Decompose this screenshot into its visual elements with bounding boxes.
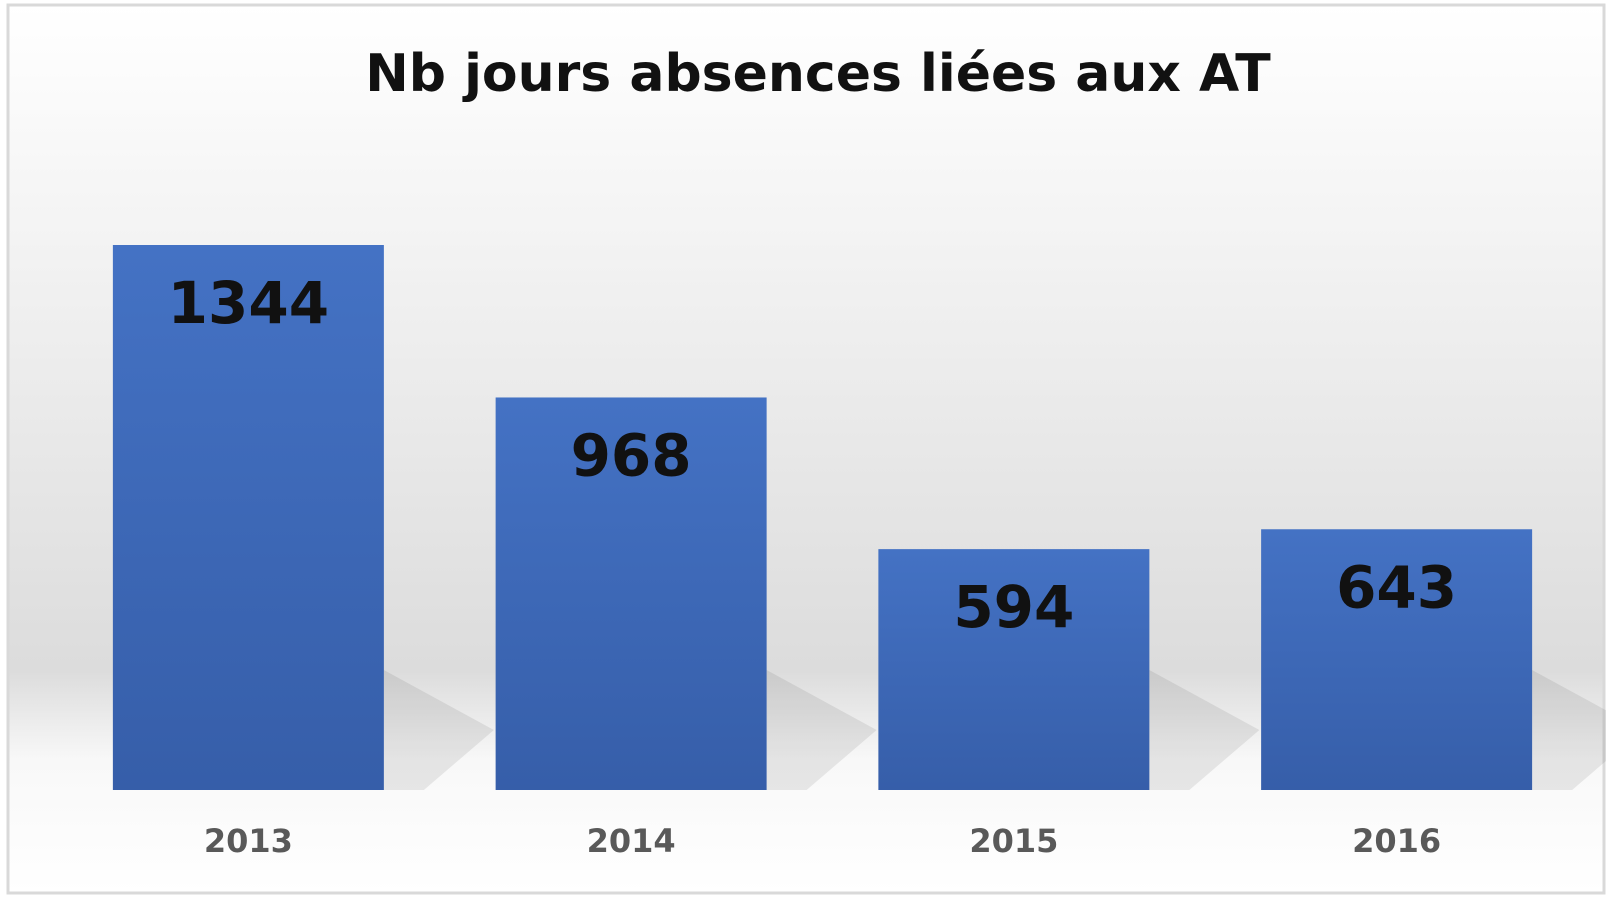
- bar-shadow: [1532, 670, 1606, 790]
- value-label: 643: [1336, 553, 1457, 621]
- value-label: 968: [571, 422, 692, 490]
- bar: [878, 549, 1150, 790]
- bar: [1261, 529, 1533, 790]
- x-tick-label: 2013: [204, 822, 293, 860]
- bar: [495, 397, 767, 790]
- x-tick-label: 2015: [969, 822, 1058, 860]
- x-tick-label: 2016: [1352, 822, 1441, 860]
- x-tick-label: 2014: [587, 822, 676, 860]
- bar-shadow: [383, 670, 494, 790]
- value-label: 1344: [168, 269, 329, 337]
- chart-title: Nb jours absences liées aux AT: [365, 44, 1271, 104]
- bar-shadow: [1149, 670, 1260, 790]
- bar: [112, 245, 384, 790]
- value-label: 594: [953, 573, 1074, 641]
- bar-shadow: [766, 670, 877, 790]
